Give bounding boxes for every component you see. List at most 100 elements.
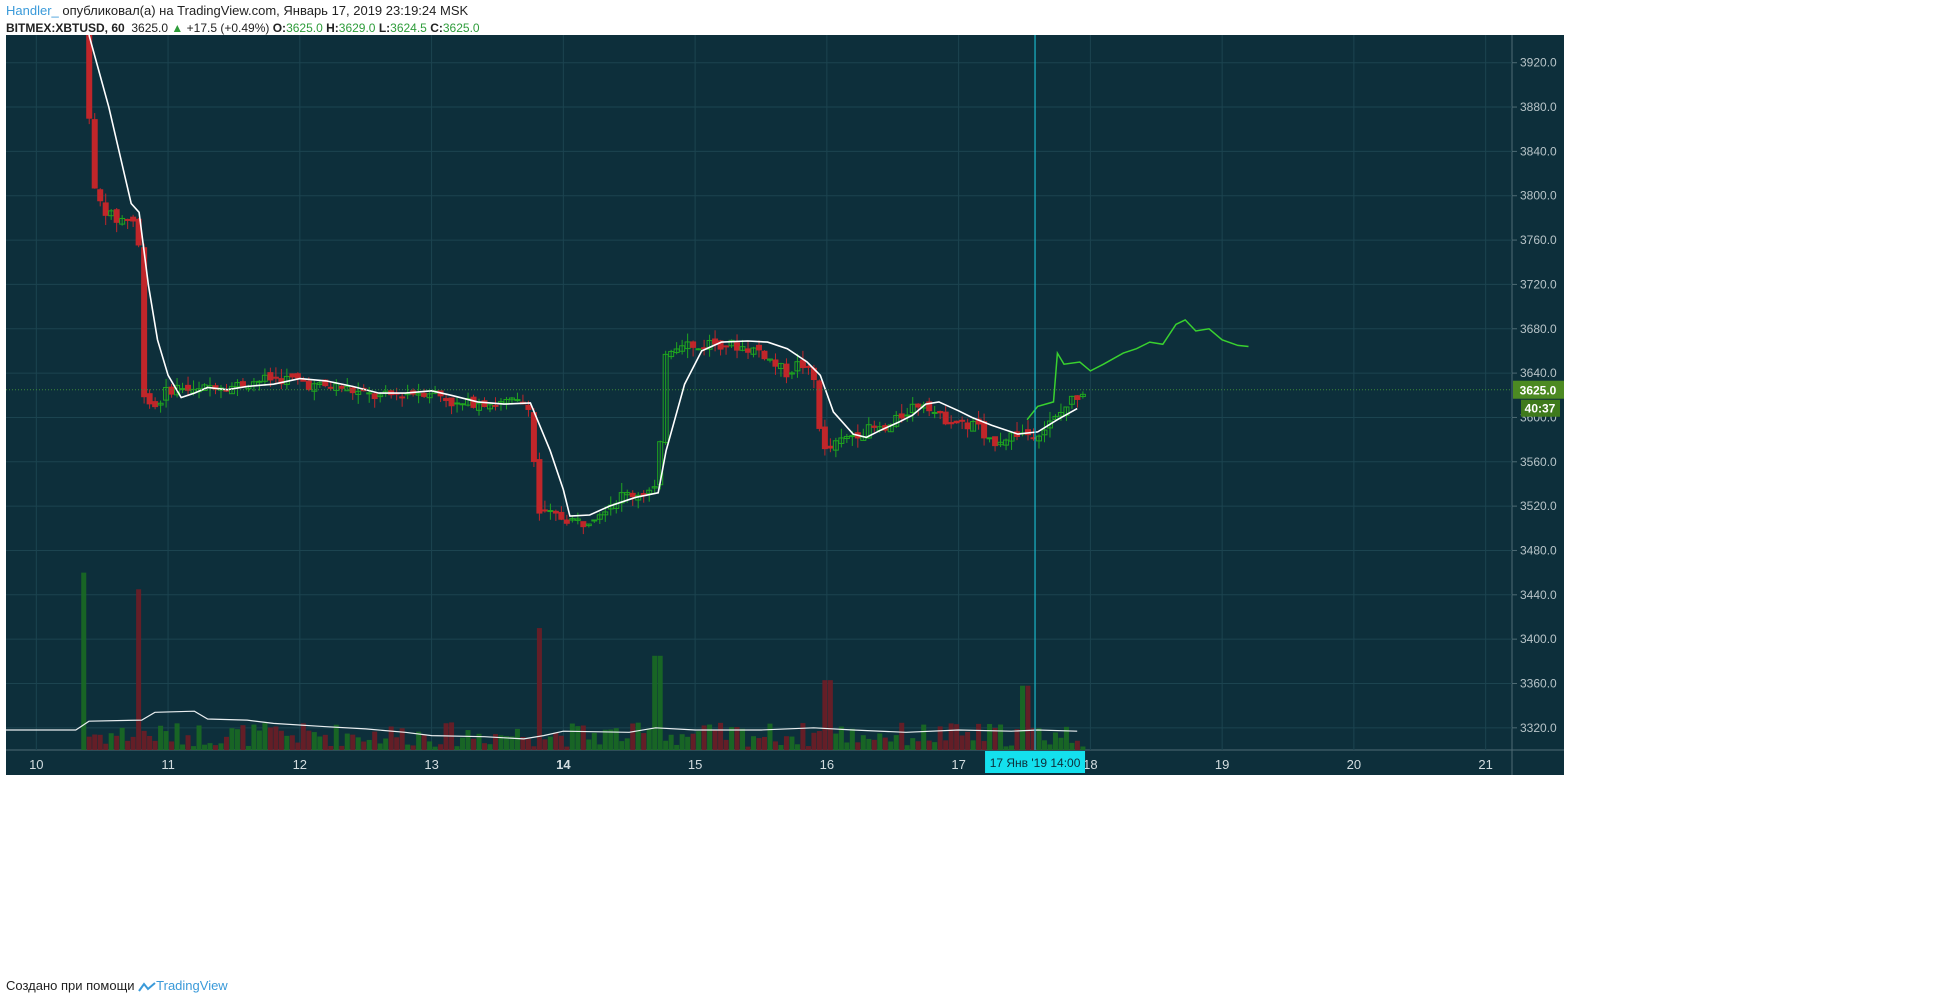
candle-body [185,384,192,391]
candle-body [86,35,93,119]
volume-bar [547,736,553,750]
volume-bar [399,728,405,750]
volume-bar [745,746,751,750]
volume-bar [514,728,520,750]
volume-bar [707,724,713,750]
candle-body [662,353,669,444]
symbol-name: BITMEX:XBTUSD, 60 [6,21,125,35]
volume-bar [712,729,718,750]
candle-body [1052,415,1059,420]
volume-bar [844,742,850,750]
low-label: L: [378,21,391,35]
candle-body [992,436,999,447]
candle-body [964,422,971,430]
candle-body [338,385,345,389]
volume-bar [103,743,109,750]
volume-bar [503,736,509,750]
candle-body [602,511,609,516]
volume-bar [191,746,197,750]
tradingview-link[interactable]: TradingView [156,978,228,993]
volume-bar [1025,685,1031,750]
volume-bar [679,734,685,750]
volume-bar [751,736,757,750]
candle-body [865,424,872,439]
volume-bar [97,734,103,750]
volume-bar [663,740,669,750]
y-tick-label: 3800.0 [1520,189,1557,203]
candle-body [843,435,850,439]
volume-bar [355,737,361,750]
volume-bar [471,738,477,750]
candle-body [305,380,312,390]
candle-body [668,350,675,358]
volume-bar [421,734,427,750]
candle-body [459,403,466,406]
volume-bar [388,726,394,750]
countdown-badge [1521,399,1560,417]
volume-bar [251,724,257,750]
author-link[interactable]: Handler_ [6,3,59,18]
candle-body [887,424,894,433]
volume-bar [525,738,531,750]
volume-bar [207,743,213,750]
volume-bar [976,723,982,750]
volume-bar [169,741,175,750]
candle-body [300,379,307,382]
candle-body [1046,420,1053,429]
candle-body [904,414,911,417]
published-text: опубликовал(а) на TradingView.com, Январ… [62,3,469,18]
volume-bar [240,725,246,750]
volume-bar [366,739,372,750]
candle-body [563,519,570,524]
volume-bar [657,655,663,750]
candle-body [772,359,779,367]
volume-bar [196,725,202,750]
volume-bar [229,728,235,750]
y-tick-label: 3360.0 [1520,676,1557,690]
volume-bar [185,735,191,750]
candle-body [959,419,966,422]
candle-body [761,350,768,360]
volume-bar [372,731,378,750]
volume-bar [1052,732,1058,750]
candle-body [827,445,834,449]
open-label: O: [272,21,287,35]
y-tick-label: 3440.0 [1520,588,1557,602]
volume-bar [223,736,229,750]
volume-bar [838,726,844,750]
volume-bar [1041,740,1047,750]
candle-body [574,518,581,521]
candle-body [366,392,373,395]
volume-bar [877,733,883,750]
x-tick-label: 11 [161,757,175,772]
candle-body [909,403,916,413]
volume-bar [136,589,142,750]
forecast-line [1026,318,1249,421]
volume-bar [761,736,767,750]
volume-bar [630,723,636,750]
candle-body [646,489,653,495]
x-tick-label: 16 [820,757,834,772]
candle-body [239,381,246,387]
volume-bar [789,736,795,750]
candle-body [349,387,356,394]
volume-bar [130,736,136,750]
volume-bar [465,730,471,750]
volume-bar [756,738,762,750]
change-arrow-icon: ▲ [171,21,184,35]
candle-body [618,492,625,504]
publish-info: Handler_ опубликовал(а) на TradingView.c… [6,3,468,18]
candle-body [937,410,944,414]
volume-bar [119,727,125,750]
volume-bar [849,728,855,750]
candle-body [651,486,658,489]
volume-bar [267,727,273,750]
volume-bar [180,744,186,750]
volume-bar [954,724,960,750]
volume-bar [855,742,861,750]
volume-bar [591,732,597,750]
volume-bar [822,680,828,750]
volume-bar [147,735,153,750]
crosshair-time-label: 17 Янв '19 14:00 [990,756,1081,770]
